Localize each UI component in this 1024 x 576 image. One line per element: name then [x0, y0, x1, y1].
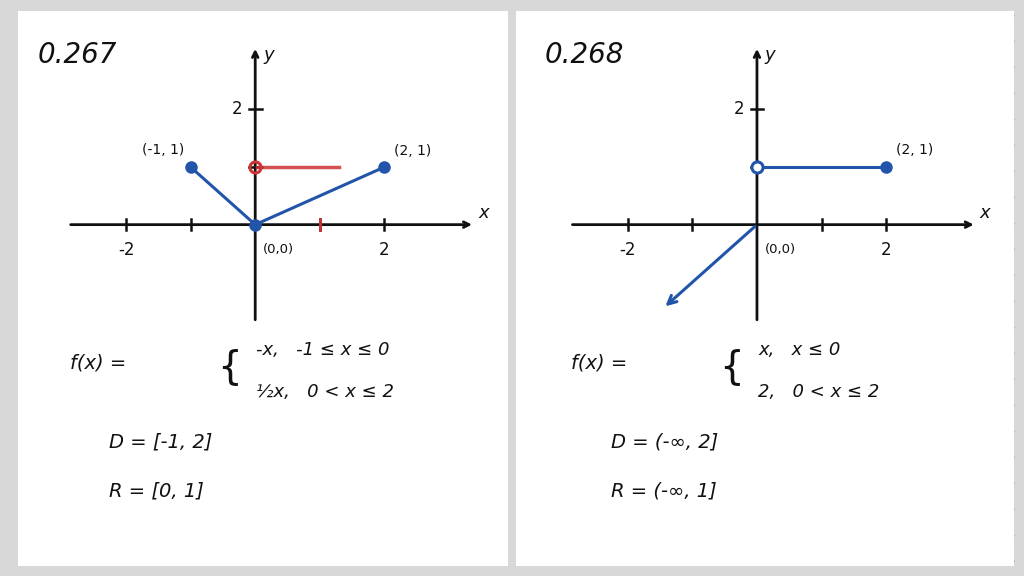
Text: f(x) =: f(x) = [70, 353, 126, 372]
Text: (0,0): (0,0) [263, 243, 294, 256]
Text: (2, 1): (2, 1) [394, 145, 431, 158]
Text: 2: 2 [733, 100, 744, 119]
Text: R = (-∞, 1]: R = (-∞, 1] [610, 482, 717, 501]
Text: D = (-∞, 2]: D = (-∞, 2] [610, 433, 718, 452]
Text: y: y [765, 46, 775, 64]
Text: {: { [719, 348, 743, 386]
Text: R = [0, 1]: R = [0, 1] [109, 482, 204, 501]
Text: {: { [217, 348, 242, 386]
Text: 2: 2 [881, 241, 892, 259]
Text: 2: 2 [379, 241, 390, 259]
Text: -x,   -1 ≤ x ≤ 0: -x, -1 ≤ x ≤ 0 [256, 341, 390, 359]
Text: -2: -2 [620, 241, 636, 259]
Text: D = [-1, 2]: D = [-1, 2] [109, 433, 212, 452]
Text: f(x) =: f(x) = [571, 353, 628, 372]
Text: x: x [980, 204, 990, 222]
Text: (2, 1): (2, 1) [896, 143, 933, 157]
Text: x: x [478, 204, 488, 222]
Text: (0,0): (0,0) [765, 243, 796, 256]
Text: x,   x ≤ 0: x, x ≤ 0 [758, 341, 841, 359]
Text: ½x,   0 < x ≤ 2: ½x, 0 < x ≤ 2 [256, 383, 394, 401]
Text: (-1, 1): (-1, 1) [142, 143, 184, 157]
FancyBboxPatch shape [18, 11, 508, 566]
Text: y: y [263, 46, 273, 64]
Text: -2: -2 [118, 241, 134, 259]
Text: 2,   0 < x ≤ 2: 2, 0 < x ≤ 2 [758, 383, 880, 401]
Text: 2: 2 [231, 100, 243, 119]
Text: 0.268: 0.268 [545, 41, 625, 69]
Text: 0.267: 0.267 [38, 41, 118, 69]
FancyBboxPatch shape [516, 11, 1014, 566]
